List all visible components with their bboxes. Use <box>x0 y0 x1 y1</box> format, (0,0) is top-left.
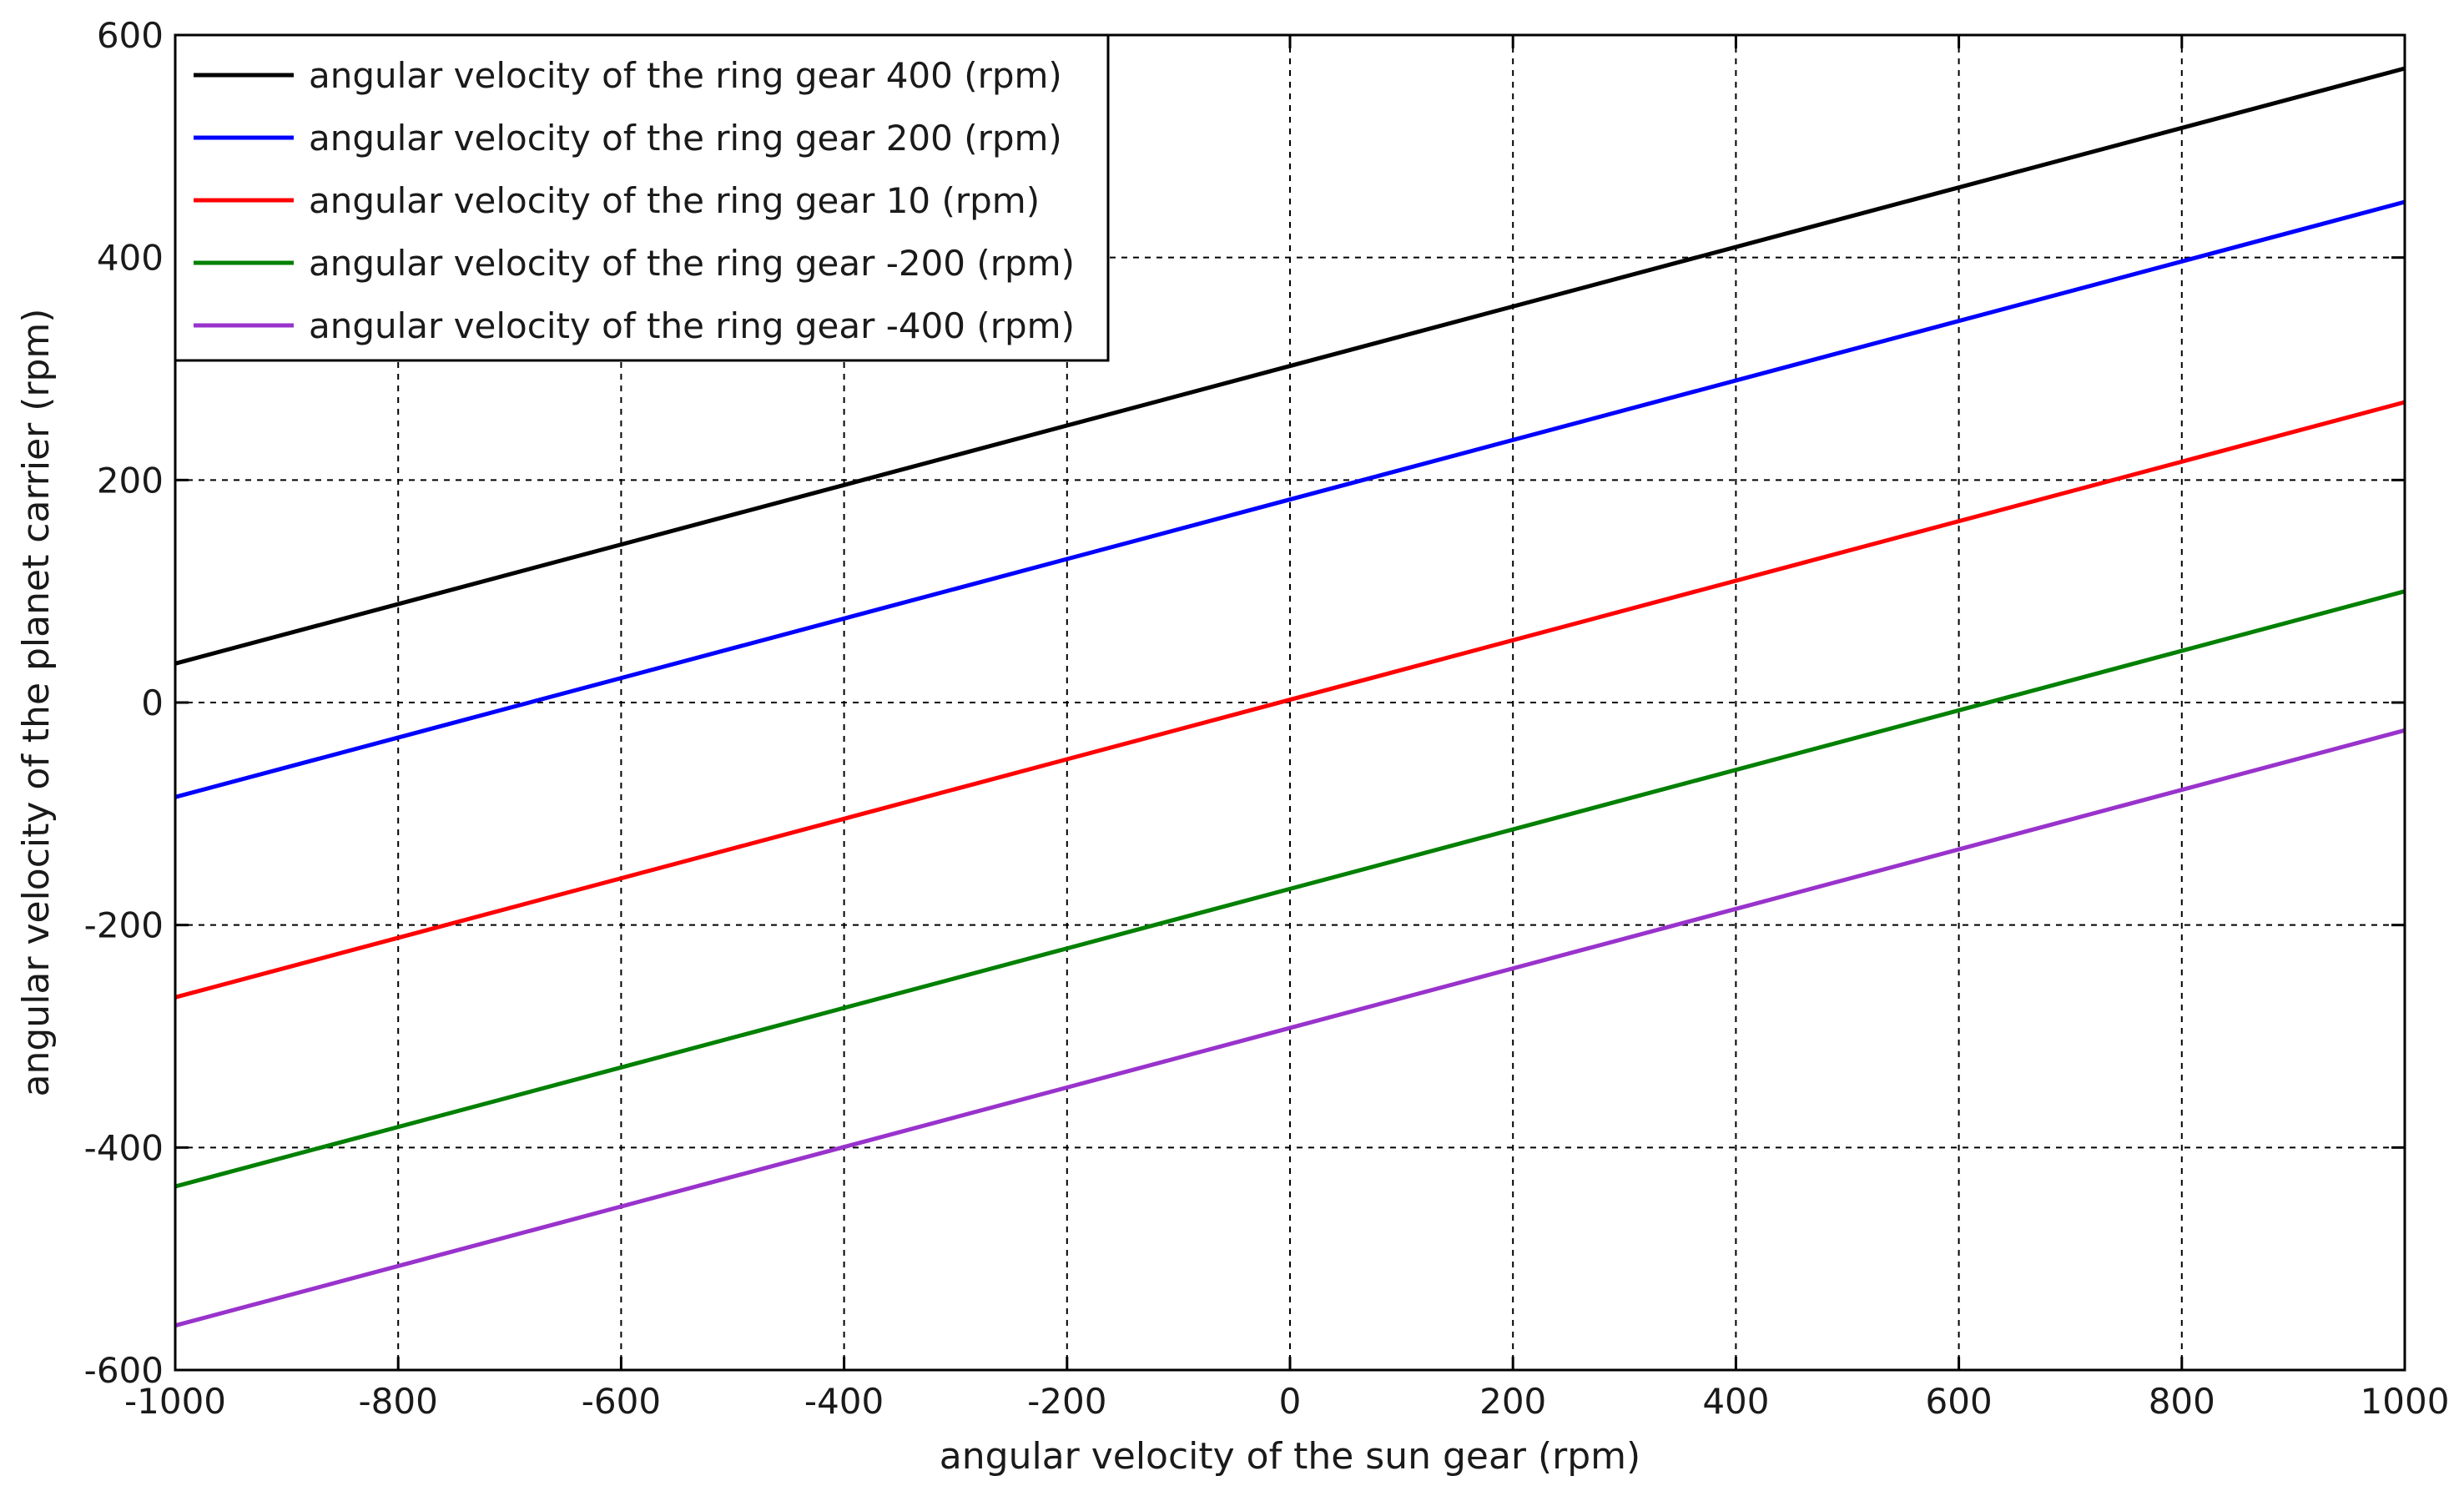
x-tick-label: 800 <box>2149 1381 2215 1422</box>
legend: angular velocity of the ring gear 400 (r… <box>174 33 1110 362</box>
legend-box <box>174 33 1110 362</box>
series-line-4 <box>174 589 2406 1189</box>
x-tick-label: 1000 <box>2361 1381 2450 1422</box>
y-tick-label: 600 <box>97 15 164 56</box>
y-tick-label: -600 <box>84 1350 164 1391</box>
y-axis-label: angular velocity of the planet carrier (… <box>15 309 58 1097</box>
y-tick-label: 0 <box>141 683 164 723</box>
x-tick-label: -400 <box>804 1381 884 1422</box>
series-lines <box>174 66 2406 1328</box>
legend-label: angular velocity of the ring gear 10 (rp… <box>309 180 1040 221</box>
x-axis-label: angular velocity of the sun gear (rpm) <box>940 1435 1640 1478</box>
y-tick-label: 400 <box>97 238 164 279</box>
x-tick-label: -600 <box>582 1381 661 1422</box>
legend-label: angular velocity of the ring gear 400 (r… <box>309 55 1062 96</box>
x-axis-ticks: -1000 -800 -600 -400 -200 0 200 400 600 800 1000 <box>124 35 2449 1422</box>
legend-label: angular velocity of the ring gear 200 (r… <box>309 118 1062 159</box>
y-tick-label: -400 <box>84 1127 164 1168</box>
legend-label: angular velocity of the ring gear -200 (… <box>309 243 1075 284</box>
x-tick-label: 600 <box>1926 1381 1993 1422</box>
series-line-1 <box>174 66 2406 666</box>
x-tick-label: -1000 <box>124 1381 226 1422</box>
x-tick-label: -200 <box>1027 1381 1106 1422</box>
series-line-5 <box>174 728 2406 1328</box>
y-tick-label: -200 <box>84 905 164 946</box>
series-line-2 <box>174 199 2406 799</box>
x-tick-label: 400 <box>1702 1381 1769 1422</box>
legend-label: angular velocity of the ring gear -400 (… <box>309 305 1075 346</box>
series-line-3 <box>174 400 2406 1000</box>
x-tick-label: -800 <box>359 1381 438 1422</box>
x-tick-label: 200 <box>1479 1381 1546 1422</box>
y-axis-ticks: -600 -400 -200 0 200 400 600 <box>84 15 2405 1391</box>
y-tick-label: 200 <box>97 460 164 501</box>
x-tick-label: 0 <box>1279 1381 1302 1422</box>
